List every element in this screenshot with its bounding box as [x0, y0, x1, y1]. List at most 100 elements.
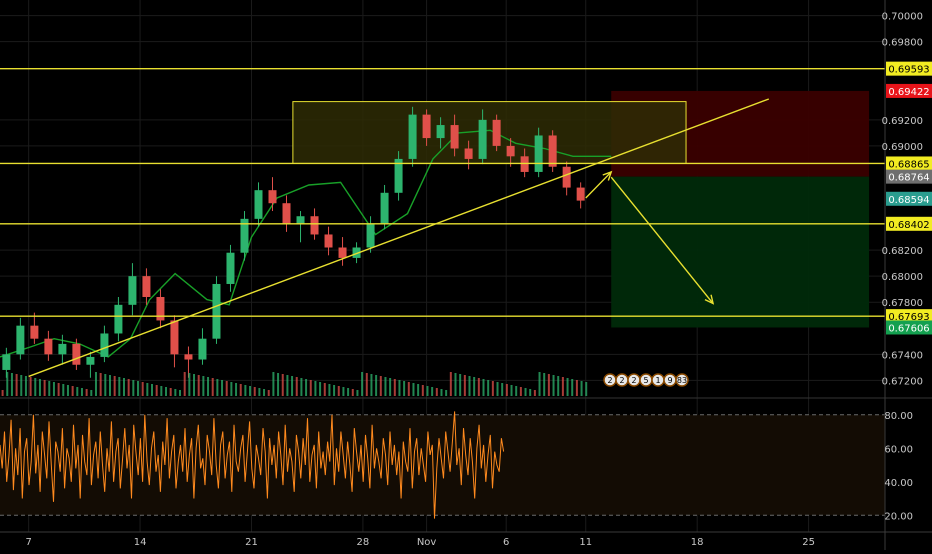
price-label-text: 0.68594: [888, 195, 929, 206]
candle: [254, 182, 263, 227]
volume-bar: [225, 381, 228, 396]
volume-bar: [440, 389, 443, 396]
volume-bar: [197, 375, 200, 396]
volume-bar: [108, 375, 111, 396]
event-flag-label: 9: [667, 376, 672, 385]
candle: [282, 195, 291, 232]
volume-bar: [543, 373, 546, 396]
volume-bar: [52, 382, 55, 396]
price-tick-label: 0.70000: [882, 12, 923, 23]
candle: [128, 263, 137, 316]
candle: [352, 242, 361, 264]
volume-bar: [510, 385, 513, 396]
volume-bar: [34, 378, 37, 396]
volume-bar: [258, 388, 261, 396]
candle-body: [464, 148, 473, 159]
volume-bar: [235, 383, 238, 396]
volume-bar: [165, 387, 168, 396]
volume-bar: [319, 382, 322, 396]
candle-body: [338, 247, 347, 258]
candle: [86, 351, 95, 378]
volume-bar: [71, 386, 74, 396]
volume-bar: [38, 379, 41, 396]
candle: [380, 184, 389, 230]
volume-bar: [468, 376, 471, 396]
candle-body: [128, 276, 137, 305]
price-label-bg: [886, 156, 932, 171]
volume-bar: [104, 374, 107, 396]
time-tick-label: Nov: [417, 537, 437, 548]
volume-bar: [337, 386, 340, 396]
volume-bar: [281, 374, 284, 396]
price-tick-label: 0.67400: [882, 350, 923, 361]
volume-bar: [221, 380, 224, 396]
candle-body: [296, 216, 305, 225]
candle: [198, 328, 207, 365]
volume-bar: [99, 373, 102, 396]
candle-body: [408, 114, 417, 159]
price-tick-label: 0.67800: [882, 298, 923, 309]
volume-bar: [239, 384, 242, 396]
volume-bar: [127, 379, 130, 396]
volume-bar: [118, 377, 121, 396]
volume-bar: [57, 383, 60, 396]
candle: [58, 334, 67, 365]
price-label-bg: [886, 309, 932, 324]
volume-bar: [10, 373, 13, 396]
volume-bar: [43, 380, 46, 396]
volume-bar: [505, 384, 508, 396]
candle-body: [16, 325, 25, 355]
volume-bar: [309, 380, 312, 396]
candle-body: [226, 252, 235, 284]
candle: [114, 297, 123, 342]
volume-bar: [445, 390, 448, 396]
candle-body: [156, 297, 165, 321]
price-label-bg: [886, 216, 932, 231]
candle-body: [436, 125, 445, 139]
volume-bar: [328, 384, 331, 396]
supply-zone-box: [292, 101, 687, 164]
volume-bar: [314, 381, 317, 396]
candle: [268, 177, 277, 212]
price-label-text: 0.67606: [888, 323, 929, 334]
volume-bar: [155, 385, 158, 396]
time-tick-label: 18: [691, 537, 704, 548]
volume-bar: [146, 383, 149, 396]
event-flag-label: 2: [607, 376, 612, 385]
volume-bar: [24, 376, 27, 396]
candle: [240, 211, 249, 261]
volume-bar: [80, 388, 83, 396]
oscillator-tick-label: 60.00: [884, 444, 913, 455]
candle-body: [576, 187, 585, 201]
event-flags: 2 2 2 5 1 9 83: [603, 373, 689, 387]
volume-bar: [435, 388, 438, 396]
candle-body: [422, 114, 431, 139]
oscillator-line: [0, 411, 505, 519]
volume-bar: [85, 389, 88, 396]
volume-bar: [566, 378, 569, 396]
projection-arrow: [610, 176, 715, 305]
candle: [562, 161, 571, 196]
volume-bar: [267, 390, 270, 396]
volume-bar: [113, 376, 116, 396]
volume-bar: [501, 383, 504, 396]
candle: [16, 317, 25, 360]
candle-body: [534, 135, 543, 172]
candle: [170, 315, 179, 368]
oscillator-tick-label: 20.00: [884, 511, 913, 522]
time-tick-label: 14: [134, 537, 147, 548]
price-tick-label: 0.69800: [882, 38, 923, 49]
price-label-text: 0.68764: [888, 173, 929, 184]
candle-body: [380, 192, 389, 225]
candle: [72, 338, 81, 370]
price-tick-label: 0.69000: [882, 142, 923, 153]
volume-bar: [15, 374, 18, 396]
volume-bar: [403, 381, 406, 396]
price-label-text: 0.69593: [888, 65, 929, 76]
volume-bar: [370, 374, 373, 396]
price-label-text: 0.68865: [888, 159, 929, 170]
candle: [548, 130, 557, 172]
volume-bar: [529, 389, 532, 396]
volume-bar: [351, 389, 354, 396]
volume-bar: [211, 378, 214, 396]
